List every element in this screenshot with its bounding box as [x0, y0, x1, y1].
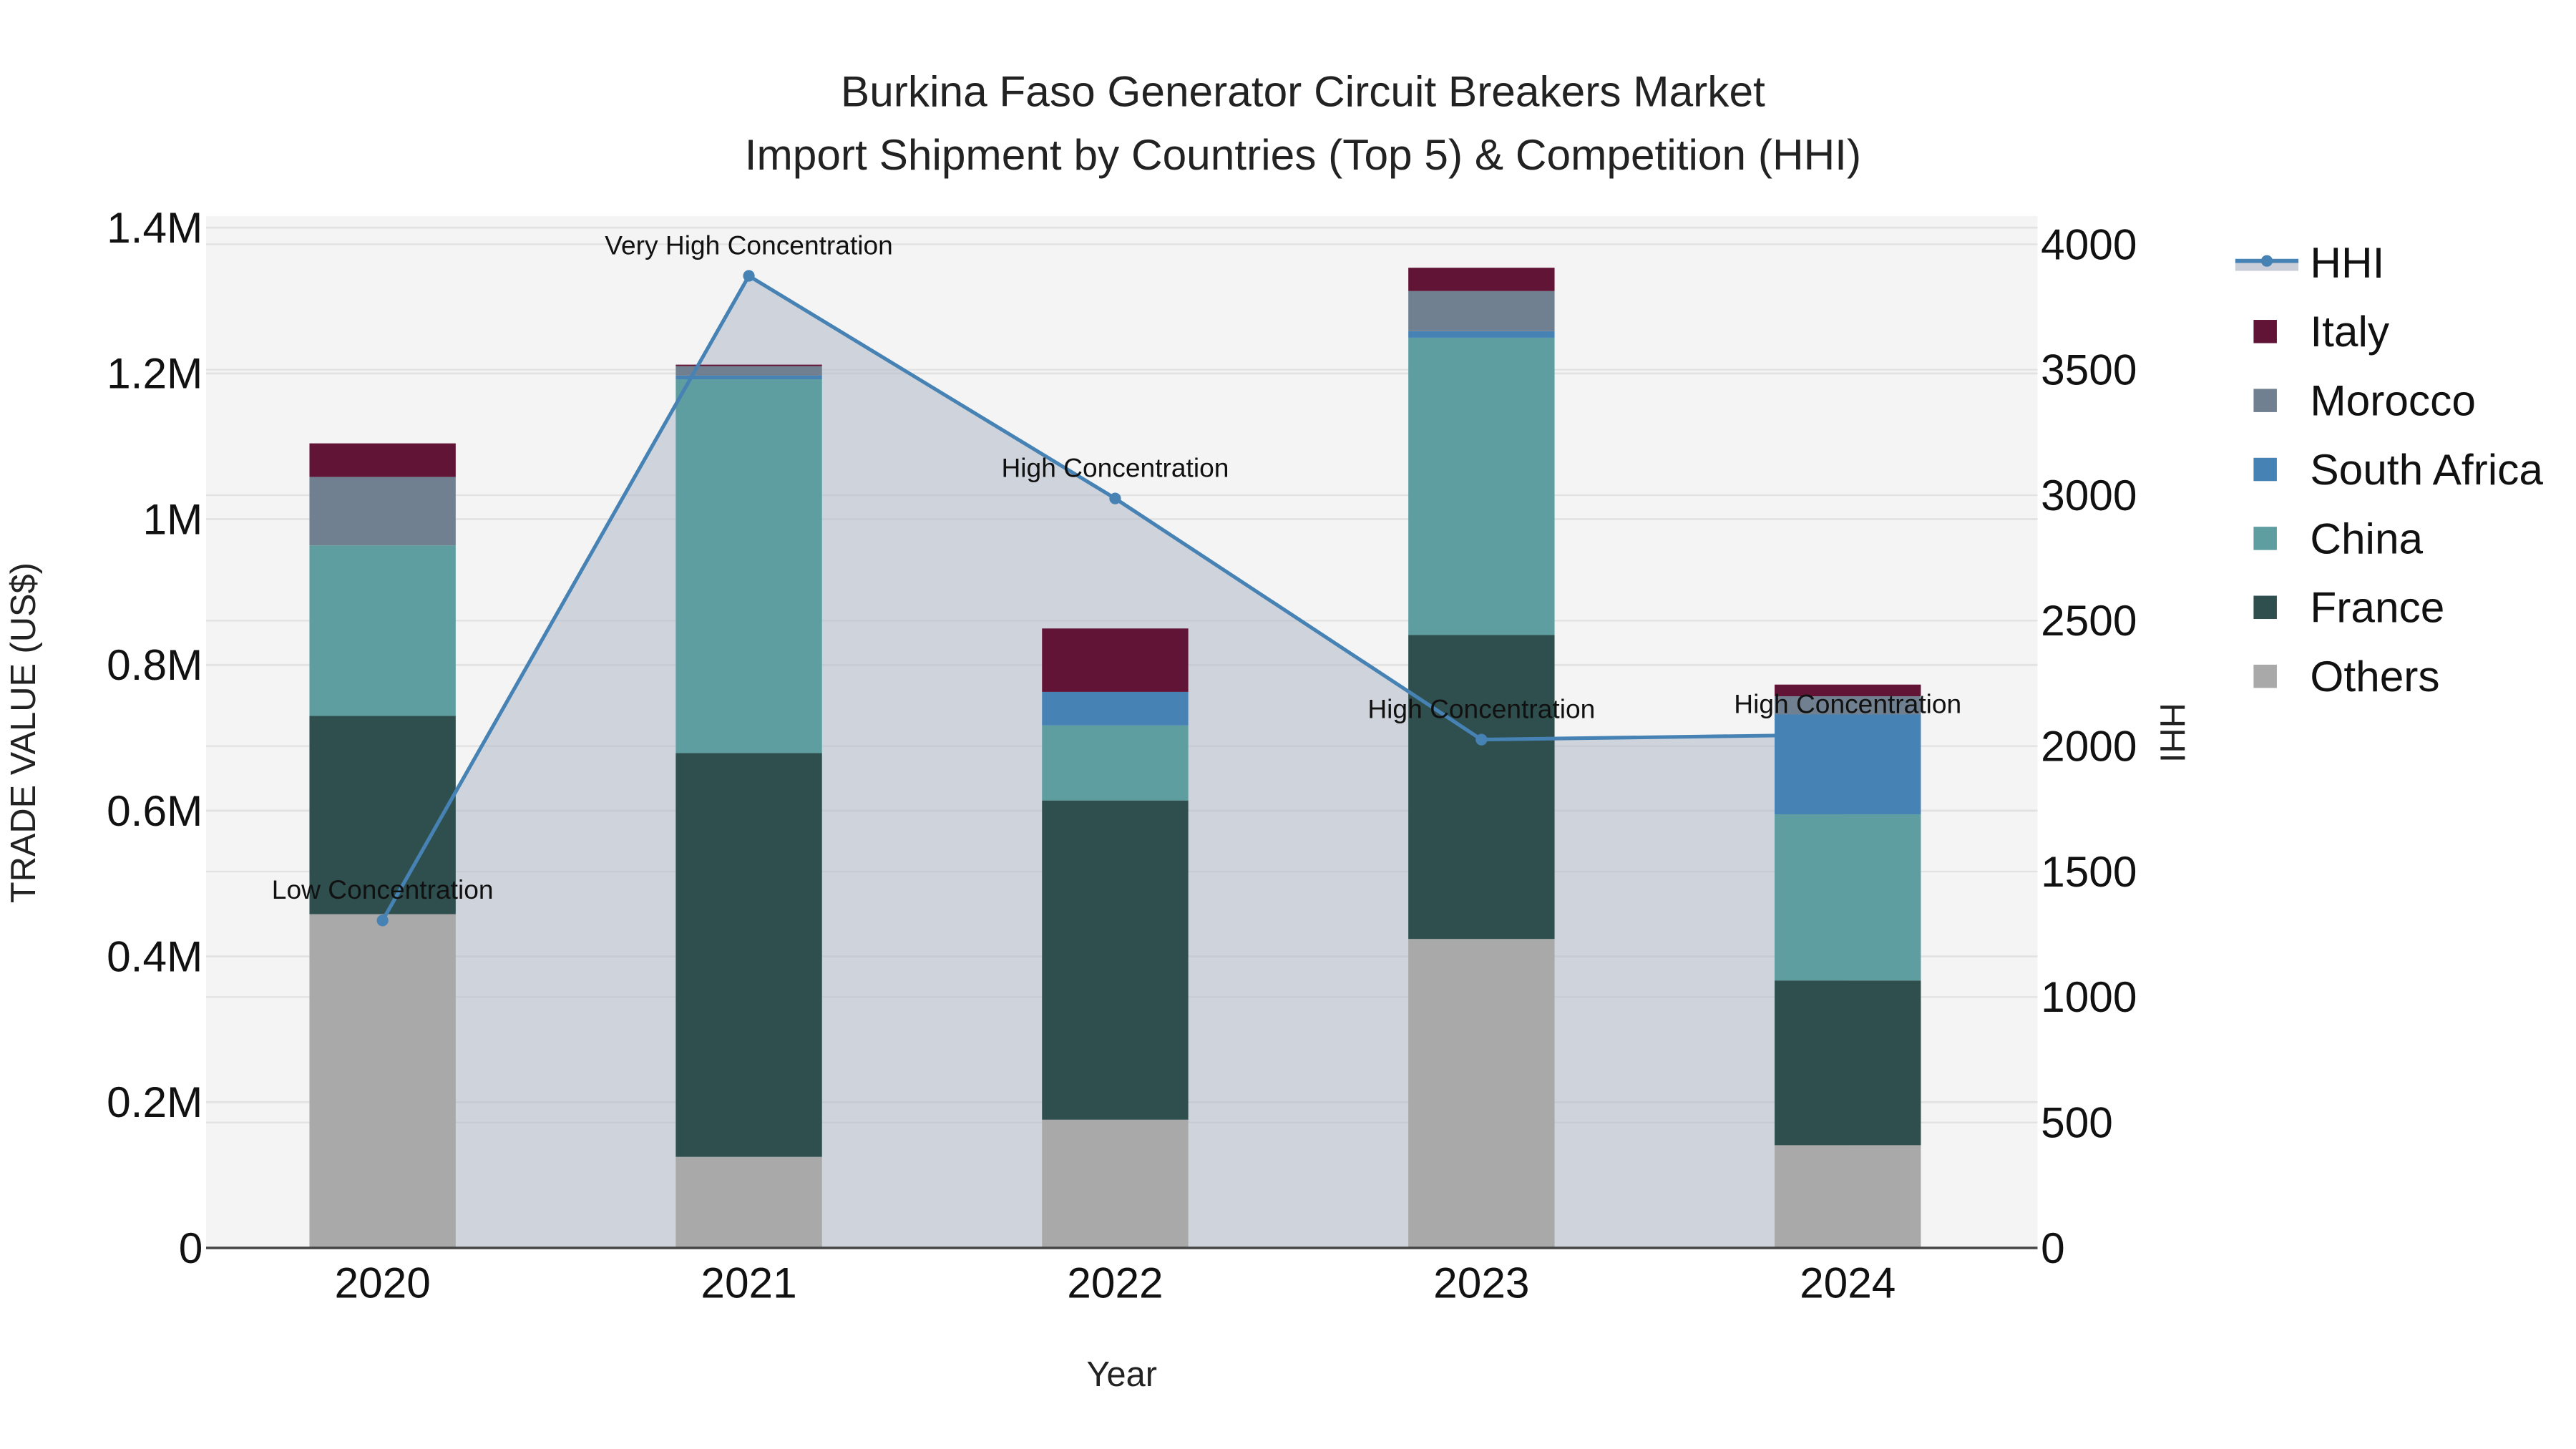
x-axis-ticks: 2020 2021 2022 2023 2024 [334, 1259, 1896, 1307]
hhi-line [376, 270, 1854, 927]
bar-segment-china[interactable] [309, 545, 456, 716]
bar-segment-others[interactable] [1408, 939, 1555, 1249]
bar-segment-morocco[interactable] [1775, 696, 1921, 715]
hhi-annotation: Low Concentration [272, 874, 494, 904]
right-tick-label: 0 [2041, 1224, 2065, 1272]
bar-segment-france[interactable] [1408, 635, 1555, 940]
left-tick-label: 0.2M [107, 1078, 203, 1126]
legend-label: France [2310, 583, 2444, 632]
bar-segment-morocco[interactable] [309, 477, 456, 546]
legend-swatch-icon [2253, 664, 2277, 688]
legend-item-south-africa[interactable]: South Africa [2253, 445, 2543, 494]
x-tick-label: 2020 [334, 1259, 430, 1307]
right-tick-label: 2000 [2041, 722, 2137, 771]
right-tick-label: 4000 [2041, 220, 2137, 268]
legend-label: Morocco [2310, 376, 2476, 425]
bar-segment-others[interactable] [1775, 1145, 1921, 1249]
hhi-point[interactable] [1109, 492, 1121, 504]
legend-swatch-icon [2253, 457, 2277, 482]
hhi-annotation: High Concentration [1367, 693, 1595, 723]
bar-segment-italy[interactable] [675, 364, 822, 366]
x-axis-title: Year [1086, 1355, 1157, 1394]
bar-segment-italy[interactable] [1408, 268, 1555, 291]
left-tick-label: 0 [179, 1224, 203, 1272]
hhi-annotation: Very High Concentration [605, 230, 893, 260]
left-tick-label: 0.8M [107, 640, 203, 689]
left-tick-label: 1.4M [107, 203, 203, 252]
right-tick-label: 500 [2041, 1098, 2113, 1147]
legend-label: South Africa [2310, 445, 2543, 494]
x-tick-label: 2023 [1433, 1259, 1529, 1307]
chart-title-line1: Burkina Faso Generator Circuit Breakers … [841, 67, 1765, 116]
bar-segment-south-africa[interactable] [1408, 331, 1555, 338]
bar-segment-china[interactable] [1408, 337, 1555, 635]
legend-marker-icon [2260, 255, 2273, 267]
right-tick-label: 1000 [2041, 972, 2137, 1021]
bar-segment-china[interactable] [1042, 725, 1189, 801]
legend-label: Italy [2310, 307, 2390, 356]
legend-item-china[interactable]: China [2253, 514, 2424, 562]
right-tick-label: 1500 [2041, 847, 2137, 896]
right-tick-label: 3500 [2041, 346, 2137, 394]
bar-segment-china[interactable] [675, 379, 822, 753]
x-tick-label: 2022 [1067, 1259, 1163, 1307]
legend-item-italy[interactable]: Italy [2253, 307, 2390, 356]
legend-label: China [2310, 514, 2423, 562]
x-tick-label: 2024 [1800, 1259, 1896, 1307]
hhi-annotations: Low Concentration Very High Concentration… [272, 230, 1961, 904]
bar-segment-morocco[interactable] [675, 366, 822, 376]
legend-swatch-icon [2253, 527, 2277, 550]
bar-segment-china[interactable] [1775, 814, 1921, 981]
bar-segment-italy[interactable] [1042, 628, 1189, 692]
bar-segment-morocco[interactable] [1408, 291, 1555, 331]
right-tick-label: 3000 [2041, 471, 2137, 519]
bar-segment-others[interactable] [309, 914, 456, 1249]
legend-label: Others [2310, 652, 2439, 701]
right-y-axis-ticks: 0 500 1000 1500 2000 2500 3000 3500 4000 [2041, 220, 2137, 1272]
bar-segment-france[interactable] [675, 753, 822, 1157]
bar-segment-south-africa[interactable] [675, 375, 822, 379]
bar-segment-france[interactable] [1042, 800, 1189, 1120]
hhi-point[interactable] [1475, 733, 1488, 746]
left-tick-label: 1.2M [107, 349, 203, 398]
legend-swatch-icon [2253, 320, 2277, 343]
stacked-bars [309, 268, 1921, 1249]
left-tick-label: 0.6M [107, 786, 203, 835]
bar-segment-italy[interactable] [309, 443, 456, 477]
right-tick-label: 2500 [2041, 596, 2137, 645]
bar-segment-south-africa[interactable] [1042, 691, 1189, 726]
legend-swatch-icon [2253, 389, 2277, 412]
hhi-point[interactable] [376, 914, 389, 927]
bar-segment-others[interactable] [675, 1156, 822, 1249]
left-y-axis-ticks: 0 0.2M 0.4M 0.6M 0.8M 1M 1.2M 1.4M [107, 203, 203, 1272]
hhi-point[interactable] [1842, 728, 1854, 741]
hhi-annotation: High Concentration [1734, 688, 1961, 718]
legend-item-others[interactable]: Others [2253, 652, 2440, 701]
hhi-annotation: High Concentration [1001, 452, 1229, 482]
bar-segment-others[interactable] [1042, 1119, 1189, 1249]
left-tick-label: 0.4M [107, 932, 203, 981]
right-y-axis-title: HHI [2152, 703, 2191, 763]
bar-segment-france[interactable] [1775, 980, 1921, 1146]
legend-item-hhi[interactable]: HHI [2235, 238, 2385, 287]
bar-segment-france[interactable] [309, 716, 456, 914]
x-tick-label: 2021 [701, 1259, 796, 1307]
legend-item-morocco[interactable]: Morocco [2253, 376, 2476, 425]
legend-item-france[interactable]: France [2253, 583, 2444, 632]
legend-swatch-icon [2253, 595, 2277, 620]
chart-title-line2: Import Shipment by Countries (Top 5) & C… [745, 130, 1861, 179]
hhi-point[interactable] [743, 270, 755, 282]
bar-segment-italy[interactable] [1775, 684, 1921, 697]
legend: HHI Italy Morocco South Africa China France Ot… [2235, 238, 2543, 701]
legend-label: HHI [2310, 238, 2384, 287]
left-tick-label: 1M [142, 494, 203, 543]
left-y-axis-title: TRADE VALUE (US$) [4, 562, 43, 903]
